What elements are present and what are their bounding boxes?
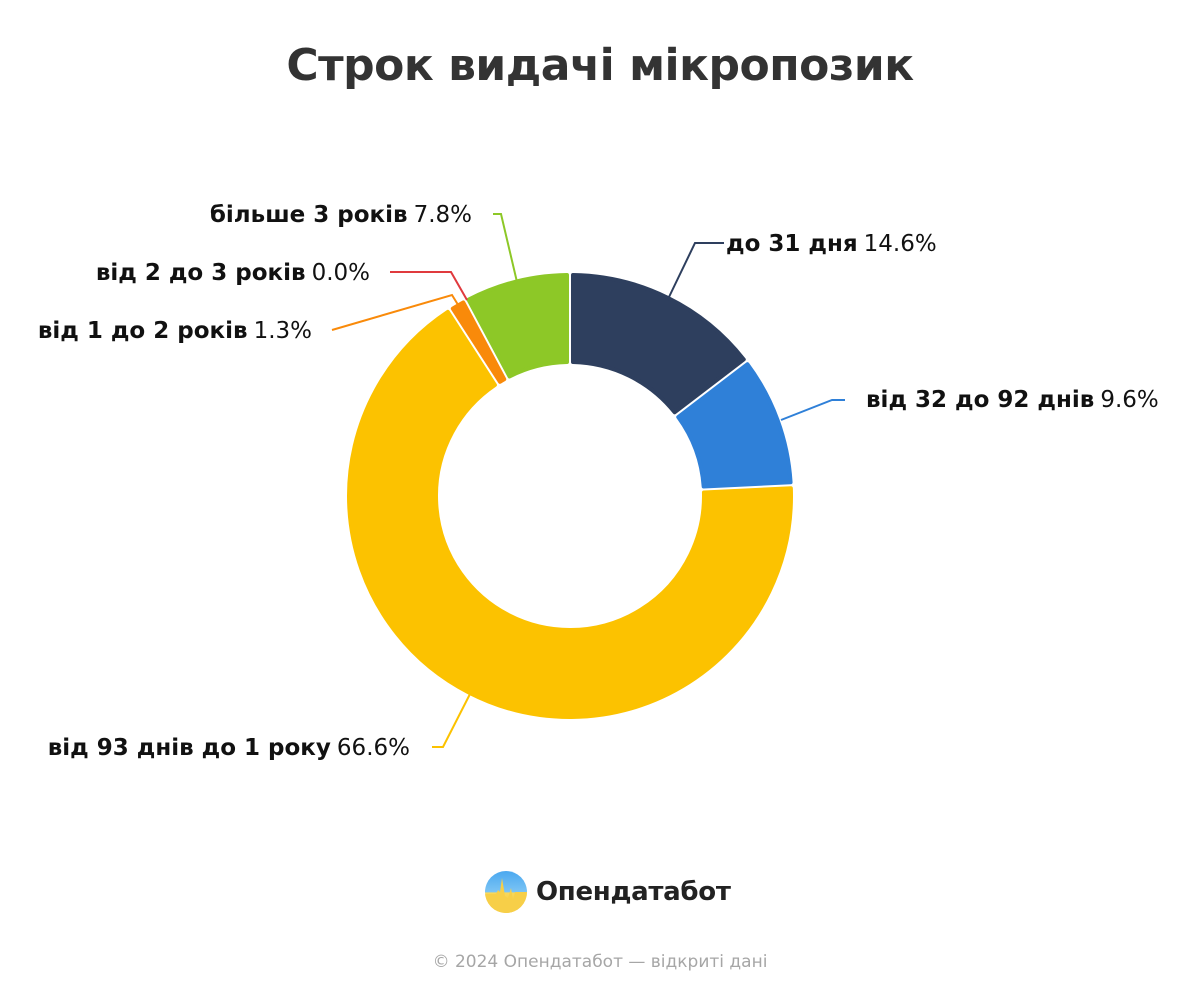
donut-slice-0 — [571, 273, 746, 415]
donut-slice-1 — [676, 362, 793, 489]
slice-label-5: більше 3 років 7.8% — [209, 202, 472, 228]
donut-slice-2 — [347, 309, 793, 719]
donut-slice-5 — [466, 273, 569, 379]
leader-line-0 — [668, 242, 724, 298]
chart-title: Строк видачі мікропозик — [286, 40, 914, 91]
leader-line-5 — [493, 213, 518, 283]
slice-label-0: до 31 дня 14.6% — [726, 231, 937, 257]
slice-label-1: від 32 до 92 днів 9.6% — [866, 387, 1159, 413]
slice-label-3: від 1 до 2 років 1.3% — [37, 318, 312, 344]
opendatabot-logo-icon — [485, 871, 527, 913]
footer-copyright: © 2024 Опендатабот — відкриті дані — [432, 952, 768, 972]
leader-lines — [331, 213, 845, 748]
donut-slice-3 — [450, 300, 507, 384]
brand: Опендатабот — [484, 870, 731, 914]
donut-slices — [347, 273, 793, 719]
leader-line-4 — [390, 271, 468, 301]
slice-label-2: від 93 днів до 1 року 66.6% — [47, 735, 410, 761]
leader-line-2 — [432, 693, 471, 748]
leader-line-1 — [780, 399, 845, 421]
brand-name: Опендатабот — [536, 877, 731, 907]
leader-line-3 — [331, 293, 461, 331]
slice-label-4: від 2 до 3 років 0.0% — [95, 260, 370, 286]
